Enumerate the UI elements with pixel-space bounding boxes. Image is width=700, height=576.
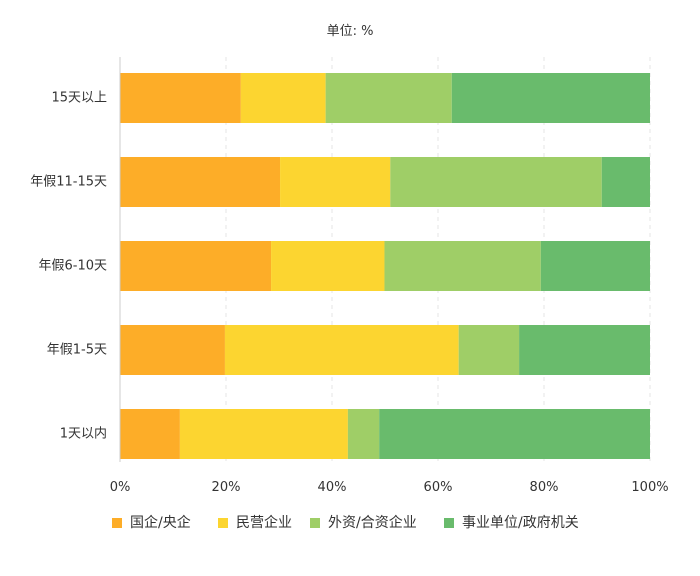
y-tick-label: 1天以内	[60, 426, 107, 442]
x-tick-label: 20%	[212, 480, 241, 495]
legend-swatch	[218, 518, 228, 528]
y-tick-label: 年假6-10天	[38, 259, 107, 274]
legend-label: 外资/合资企业	[328, 514, 417, 531]
bar-segment	[601, 157, 650, 207]
bar-segment	[325, 73, 452, 123]
y-tick-label: 年假11-15天	[30, 175, 107, 190]
legend-swatch	[112, 518, 122, 528]
bar-segment	[120, 241, 272, 291]
legend: 国企/央企 民营企业 外资/合资企业 事业单位/政府机关	[112, 514, 579, 531]
y-tick-label: 15天以上	[51, 91, 107, 106]
legend-label: 事业单位/政府机关	[462, 515, 579, 531]
bar-segment	[271, 241, 385, 291]
bar-segment	[120, 157, 281, 207]
bar-segment	[390, 157, 602, 207]
bar-segment	[540, 241, 650, 291]
bar-segment	[120, 409, 180, 459]
bar-segment	[384, 241, 541, 291]
bar-segment	[120, 73, 241, 123]
bar-segment	[451, 73, 650, 123]
bar-segment	[519, 325, 650, 375]
x-tick-label: 60%	[424, 480, 453, 495]
unit-label: 单位: %	[327, 24, 374, 39]
bar-segment	[120, 325, 225, 375]
legend-swatch	[310, 518, 320, 528]
x-tick-label: 100%	[631, 480, 668, 495]
bar-segment	[224, 325, 459, 375]
bar-segment	[179, 409, 348, 459]
legend-label: 民营企业	[236, 514, 292, 531]
bar-segment	[379, 409, 650, 459]
legend-label: 国企/央企	[130, 514, 191, 531]
bar-segment	[280, 157, 391, 207]
x-axis-labels: 0% 20% 40% 60% 80% 100%	[110, 480, 669, 495]
bar-segment	[347, 409, 380, 459]
x-tick-label: 40%	[318, 480, 347, 495]
x-tick-label: 0%	[110, 480, 131, 495]
bars	[120, 73, 650, 459]
x-tick-label: 80%	[530, 480, 559, 495]
bar-segment	[458, 325, 520, 375]
legend-swatch	[444, 518, 454, 528]
bar-segment	[240, 73, 326, 123]
y-tick-label: 年假1-5天	[47, 343, 107, 358]
